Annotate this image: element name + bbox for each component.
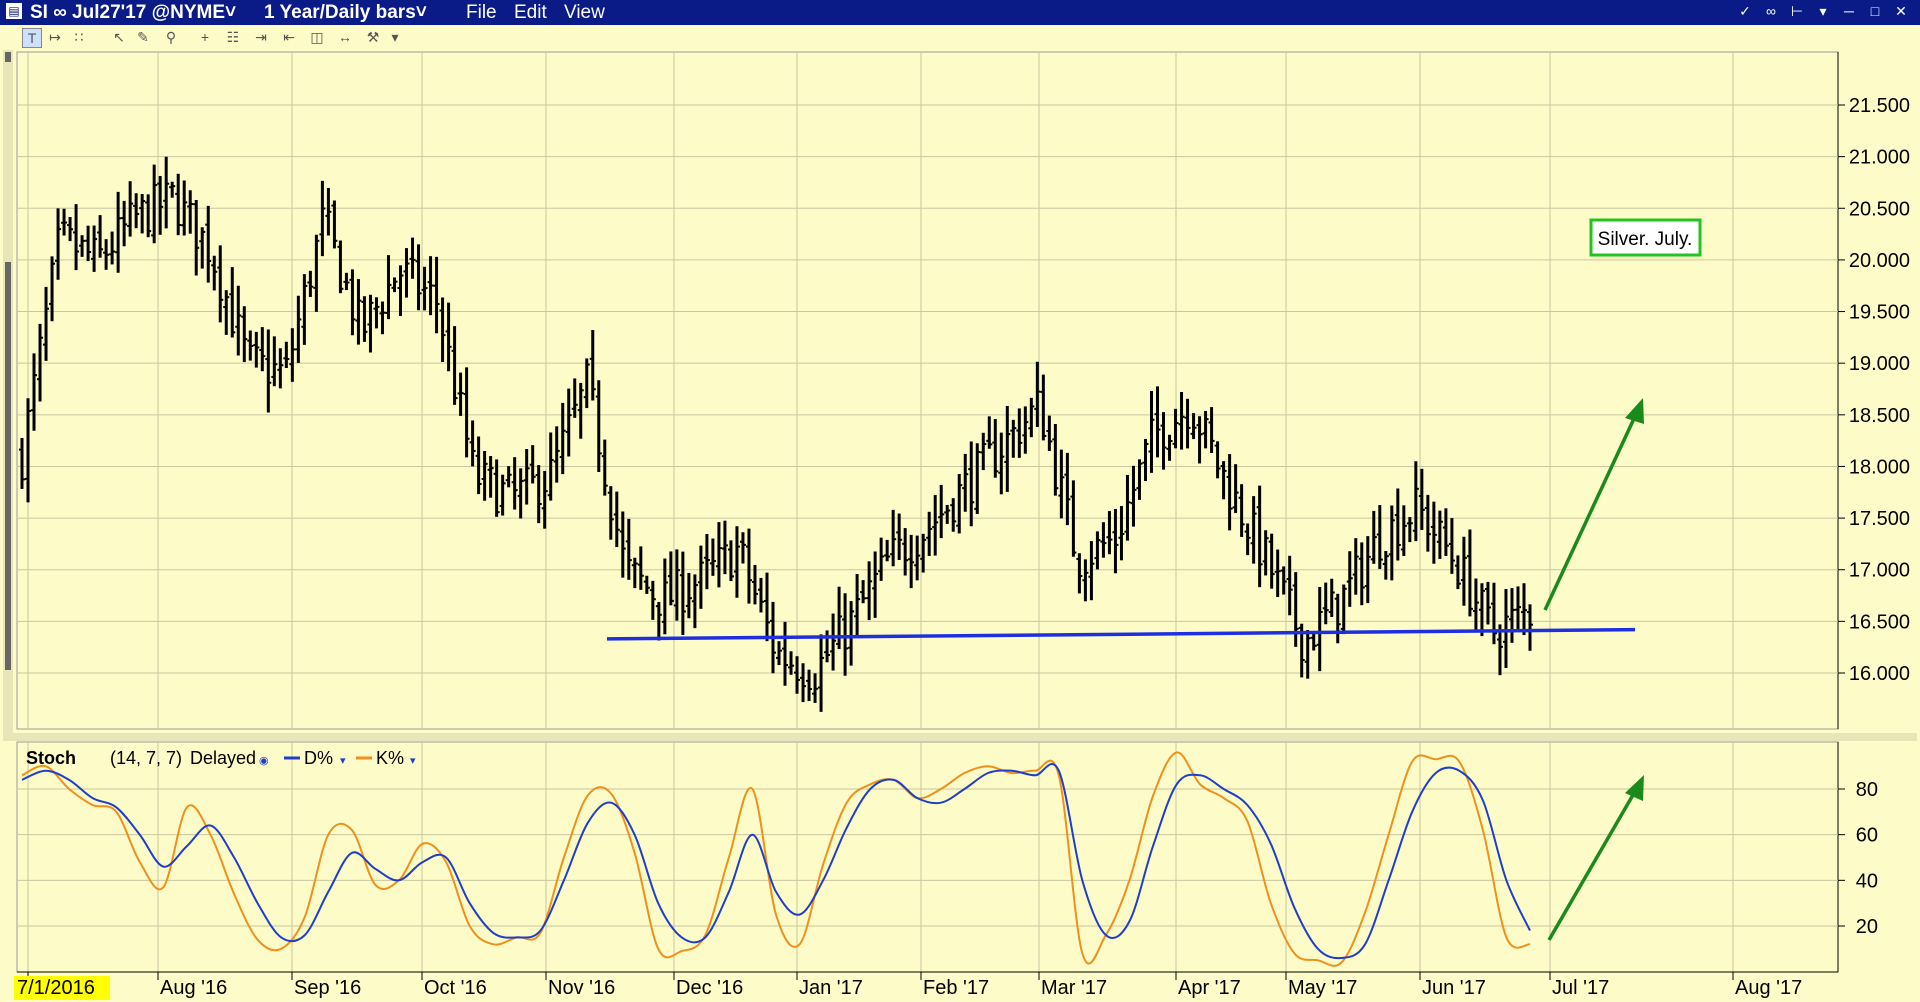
stoch-panel xyxy=(16,741,1839,973)
date-tick-label: Dec '16 xyxy=(676,977,743,999)
date-tick-label: Sep '16 xyxy=(294,977,361,999)
toolbar: T ↦ ∷ ↖ ✎ ⚲ + ☷ ⇥ ⇤ ◫ ↔ ⚒ ▾ xyxy=(0,25,1920,50)
more-icon[interactable]: ▾ xyxy=(391,29,399,45)
title-bar: ▤ SI ∞ Jul27'17 @NYME˅ 1 Year/Daily bars… xyxy=(0,0,1920,25)
date-axis: 7/1/2016 Aug '16 Sep '16 Oct '16 Nov '16 Dec … xyxy=(14,971,1838,1000)
dropdown-icon[interactable]: ▾ xyxy=(1819,3,1827,19)
stoch-up-arrow-head xyxy=(1625,775,1644,801)
symbol-selector[interactable]: SI ∞ Jul27'17 @NYME˅ xyxy=(30,2,237,23)
price-tick-label: 18.500 xyxy=(1849,405,1910,427)
line-tool-icon[interactable]: ↦ xyxy=(49,29,61,45)
legend-d-label[interactable]: D% xyxy=(304,748,333,768)
legend-k-dropdown-icon[interactable]: ▾ xyxy=(410,755,416,767)
stoch-tick-label: 80 xyxy=(1856,779,1878,801)
d-line xyxy=(21,763,1531,960)
pin-icon[interactable]: ⊢ xyxy=(1790,3,1804,19)
price-bars xyxy=(19,156,1533,712)
stoch-title: Stoch xyxy=(26,748,76,768)
stoch-up-arrow-shaft xyxy=(1547,787,1639,941)
price-tick-label: 20.000 xyxy=(1849,250,1910,272)
date-tick-label: Jun '17 xyxy=(1422,977,1486,999)
support-line xyxy=(606,627,1636,641)
k-line xyxy=(21,751,1531,967)
date-tick-label: Apr '17 xyxy=(1178,977,1241,999)
price-tick-label: 16.500 xyxy=(1849,611,1910,633)
split-icon[interactable]: ◫ xyxy=(310,29,324,45)
price-axis: 21.500 21.000 20.500 20.000 19.500 19.000 18.5… xyxy=(1838,95,1910,685)
scroll-thumb[interactable] xyxy=(5,262,11,670)
annotation-text: Silver. July. xyxy=(1598,229,1693,250)
close-icon[interactable]: ✕ xyxy=(1895,3,1907,19)
zoom-icon[interactable]: ⚲ xyxy=(165,29,177,45)
price-tick-label: 21.500 xyxy=(1849,95,1910,117)
chart-type-icon[interactable]: ☷ xyxy=(226,29,240,45)
minimize-icon[interactable]: ─ xyxy=(1844,3,1854,19)
date-tick-label: Mar '17 xyxy=(1041,977,1107,999)
maximize-icon[interactable]: □ xyxy=(1870,3,1880,19)
legend-k-label[interactable]: K% xyxy=(376,748,404,768)
arrow-left-icon[interactable]: ⇤ xyxy=(283,29,295,45)
price-grid xyxy=(17,52,1838,729)
stoch-status: Delayed xyxy=(190,748,256,768)
bar-tool-icon[interactable]: ∷ xyxy=(74,29,84,45)
link-icon[interactable]: ∞ xyxy=(1766,3,1776,19)
arrow-right-icon[interactable]: ⇥ xyxy=(255,29,267,45)
stoch-lines xyxy=(21,751,1644,967)
text-tool-icon[interactable]: T xyxy=(22,28,42,48)
app-logo-icon: ▤ xyxy=(6,3,22,19)
price-tick-label: 17.000 xyxy=(1849,560,1910,582)
timeframe-selector[interactable]: 1 Year/Daily bars˅ xyxy=(264,2,427,23)
price-tick-label: 20.500 xyxy=(1849,198,1910,220)
stoch-tick-label: 20 xyxy=(1856,916,1878,938)
date-tick-label: Jul '17 xyxy=(1552,977,1609,999)
price-tick-label: 16.000 xyxy=(1849,663,1910,685)
price-tick-label: 18.000 xyxy=(1849,456,1910,478)
date-tick-label: Nov '16 xyxy=(548,977,615,999)
crosshair-icon[interactable]: + xyxy=(200,29,210,45)
menu-view[interactable]: View xyxy=(564,2,605,23)
date-tick-label: Oct '16 xyxy=(424,977,487,999)
price-up-arrow-shaft xyxy=(1543,409,1640,611)
first-date-highlight xyxy=(14,976,110,1000)
delayed-icon: ◉ xyxy=(259,755,269,767)
arrows-icon[interactable]: ↔ xyxy=(338,29,352,45)
panel-splitter[interactable] xyxy=(3,733,1917,741)
wrench-icon[interactable]: ⚒ xyxy=(366,29,380,45)
stoch-axis: 80 60 40 20 xyxy=(1838,779,1878,938)
stoch-tick-label: 40 xyxy=(1856,870,1878,892)
price-tick-label: 19.500 xyxy=(1849,302,1910,324)
price-annotations: Silver. July. xyxy=(606,218,1702,641)
stoch-params: (14, 7, 7) xyxy=(110,748,182,768)
date-tick-label: 7/1/2016 xyxy=(17,977,95,999)
menu-edit[interactable]: Edit xyxy=(514,2,547,23)
scroll-up-icon[interactable] xyxy=(5,52,11,62)
stoch-grid xyxy=(17,742,1838,972)
stoch-tick-label: 60 xyxy=(1856,825,1878,847)
price-panel xyxy=(16,51,1839,730)
date-tick-label: May '17 xyxy=(1288,977,1357,999)
pointer-icon[interactable]: ✎ xyxy=(137,29,149,45)
draw-tool-icon[interactable]: ✓ xyxy=(1739,3,1751,19)
menu-file[interactable]: File xyxy=(466,2,497,23)
price-tick-label: 21.000 xyxy=(1849,147,1910,169)
price-tick-label: 17.500 xyxy=(1849,508,1910,530)
price-tick-label: 19.000 xyxy=(1849,353,1910,375)
date-tick-label: Aug '17 xyxy=(1735,977,1802,999)
annotation-box xyxy=(1589,218,1702,257)
date-tick-label: Jan '17 xyxy=(799,977,863,999)
cursor-icon[interactable]: ↖ xyxy=(113,29,125,45)
legend-d-dropdown-icon[interactable]: ▾ xyxy=(340,755,346,767)
price-up-arrow-head xyxy=(1625,398,1644,424)
date-tick-label: Aug '16 xyxy=(160,977,227,999)
date-tick-label: Feb '17 xyxy=(923,977,989,999)
